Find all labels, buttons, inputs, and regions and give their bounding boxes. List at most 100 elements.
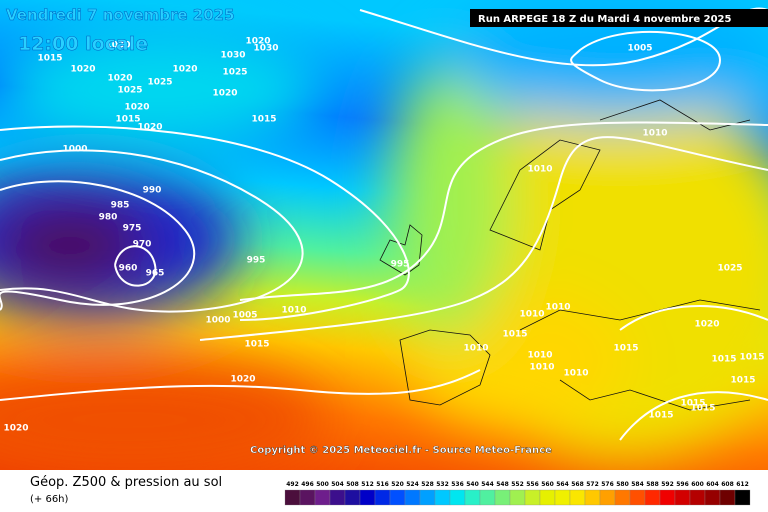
scale-label: 536: [451, 481, 464, 488]
isobar-label: 1010: [463, 344, 488, 354]
isobar-label: 1010: [529, 363, 554, 373]
scale-label: 492: [286, 481, 299, 488]
contours: [0, 7, 768, 441]
isobar-label: 1015: [37, 54, 62, 64]
isobar-label: 1020: [172, 65, 197, 75]
scale-label: 576: [601, 481, 614, 488]
scale-label: 592: [661, 481, 674, 488]
isobar-label: 1020: [124, 103, 149, 113]
scale-swatch: [629, 489, 646, 506]
scale-swatch: [449, 489, 466, 506]
scale-label: 560: [541, 481, 554, 488]
scale-swatch: [524, 489, 541, 506]
isobar-label: 1025: [147, 78, 172, 88]
scale-swatch: [554, 489, 571, 506]
isobar-label: 1000: [62, 145, 87, 155]
isobar-label: 1010: [527, 165, 552, 175]
scale-swatch: [509, 489, 526, 506]
scale-label: 552: [511, 481, 524, 488]
scale-label: 528: [421, 481, 434, 488]
scale-label: 612: [736, 481, 749, 488]
scale-label: 500: [316, 481, 329, 488]
isobar-label: 1020: [230, 375, 255, 385]
scale-swatch: [404, 489, 421, 506]
scale-label: 596: [676, 481, 689, 488]
isobar-label: 1020: [137, 123, 162, 133]
scale-swatch: [419, 489, 436, 506]
scale-label: 532: [436, 481, 449, 488]
isobar-label: 1015: [730, 376, 755, 386]
scale-label: 568: [571, 481, 584, 488]
scale-label: 540: [466, 481, 479, 488]
isobar-label: 1010: [545, 303, 570, 313]
field: [0, 0, 768, 480]
scale-label: 508: [346, 481, 359, 488]
isobar-label: 970: [133, 240, 152, 250]
scale-swatch: [644, 489, 661, 506]
isobar-label: 965: [146, 269, 165, 279]
scale-swatch: [494, 489, 511, 506]
isobar-label: 1025: [222, 68, 247, 78]
footer-lead: (+ 66h): [30, 494, 69, 505]
isobar-label: 1020: [107, 74, 132, 84]
isobar-label: 1010: [527, 351, 552, 361]
isobar-label: 1015: [680, 399, 705, 409]
scale-swatch: [329, 489, 346, 506]
isobar-label: 1015: [648, 411, 673, 421]
scale-swatch: [284, 489, 301, 506]
scale-swatch: [434, 489, 451, 506]
scale-label: 564: [556, 481, 569, 488]
isobar-label: 980: [99, 213, 118, 223]
isobar-label: 1020: [694, 320, 719, 330]
scale-label: 572: [586, 481, 599, 488]
isobar-label: 1030: [105, 41, 130, 51]
isobar-label: 1015: [244, 340, 269, 350]
isobar-label: 1020: [3, 424, 28, 434]
scale-label: 580: [616, 481, 629, 488]
scale-swatch: [659, 489, 676, 506]
scale-swatch: [674, 489, 691, 506]
scale-swatch: [584, 489, 601, 506]
scale-swatch: [689, 489, 706, 506]
scale-swatch: [719, 489, 736, 506]
scale-swatch: [704, 489, 721, 506]
isobar-label: 990: [143, 186, 162, 196]
copyright: Copyright © 2025 Meteociel.fr - Source M…: [250, 445, 552, 456]
isobar-label: 1020: [70, 65, 95, 75]
isobar-label: 995: [247, 256, 266, 266]
scale-swatch: [389, 489, 406, 506]
scale-label: 524: [406, 481, 419, 488]
scale-swatch: [299, 489, 316, 506]
isobar-label: 1025: [117, 86, 142, 96]
scale-swatch: [464, 489, 481, 506]
isobar-label: 1030: [220, 51, 245, 61]
isobar-label: 1015: [115, 115, 140, 125]
scale-swatch: [734, 489, 751, 506]
valid-date: Vendredi 7 novembre 2025: [6, 6, 235, 24]
isobar-label: 1025: [717, 264, 742, 274]
isobar-label: 975: [123, 224, 142, 234]
scale-swatch: [359, 489, 376, 506]
isobar-label: 1010: [642, 129, 667, 139]
isobar-label: 1015: [711, 355, 736, 365]
isobar-label: 960: [119, 264, 138, 274]
isobar-labels: 1030102010151020102510251020103010251020…: [3, 37, 764, 434]
scale-swatch: [344, 489, 361, 506]
scale-label: 548: [496, 481, 509, 488]
isobar-label: 1010: [519, 310, 544, 320]
scale-label: 512: [361, 481, 374, 488]
run-box: [470, 9, 768, 27]
scale-swatch: [314, 489, 331, 506]
isobar-label: 1020: [245, 37, 270, 47]
isobar-label: 1015: [502, 330, 527, 340]
scale-label: 604: [706, 481, 719, 488]
scale-label: 504: [331, 481, 344, 488]
scale-swatch: [479, 489, 496, 506]
scale-label: 608: [721, 481, 734, 488]
scale-swatch: [614, 489, 631, 506]
isobar-label: 1010: [281, 306, 306, 316]
scale-label: 520: [391, 481, 404, 488]
scale-label: 556: [526, 481, 539, 488]
coastlines: [379, 99, 761, 411]
